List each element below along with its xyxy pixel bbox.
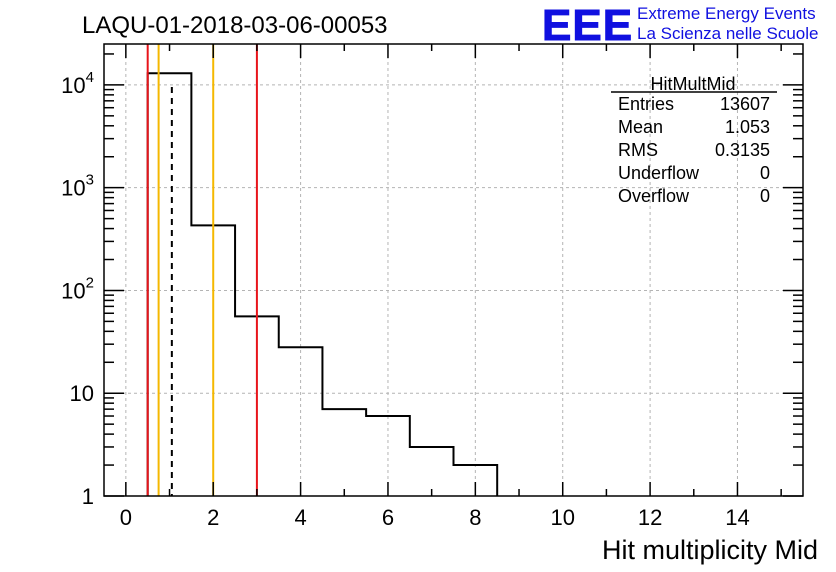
x-tick-label: 2 <box>207 505 219 530</box>
y-tick-label: 104 <box>61 69 94 98</box>
stats-label: Overflow <box>618 186 690 206</box>
grid-lines <box>104 44 803 496</box>
plot-frame <box>103 43 804 497</box>
x-tick-label: 8 <box>469 505 481 530</box>
x-tick-label: 12 <box>638 505 662 530</box>
stats-box: HitMultMid Entries 13607 Mean 1.053 RMS 0.313… <box>611 74 777 206</box>
stats-label: Mean <box>618 117 663 137</box>
stats-label: Underflow <box>618 163 700 183</box>
logo-line-2: La Scienza nelle Scuole <box>637 24 818 43</box>
x-tick-label: 10 <box>550 505 574 530</box>
y-tick-label: 1 <box>82 484 94 509</box>
x-tick-label: 0 <box>120 505 132 530</box>
chart-title: LAQU-01-2018-03-06-00053 <box>82 12 388 39</box>
y-axis: 1 10 102 103 104 <box>61 53 803 509</box>
logo-line-1: Extreme Energy Events <box>637 4 816 23</box>
stats-value: 0 <box>760 186 770 206</box>
stats-value: 1.053 <box>725 117 770 137</box>
y-tick-label: 10 <box>70 381 94 406</box>
stats-rows: Entries 13607 Mean 1.053 RMS 0.3135 Underflow 0… <box>618 94 770 206</box>
stats-box-title: HitMultMid <box>650 74 735 94</box>
stats-label: RMS <box>618 140 658 160</box>
x-tick-label: 14 <box>725 505 749 530</box>
stats-value: 0.3135 <box>715 140 770 160</box>
stats-value: 0 <box>760 163 770 183</box>
x-axis-label: Hit multiplicity Mid <box>602 535 818 565</box>
reference-lines <box>146 44 258 496</box>
stats-label: Entries <box>618 94 674 114</box>
y-tick-label: 102 <box>61 274 94 303</box>
histogram-series <box>146 72 499 496</box>
x-tick-label: 6 <box>382 505 394 530</box>
eee-logo: EEE Extreme Energy Events La Scienza nel… <box>542 1 819 51</box>
eee-logo-mark: EEE <box>542 1 633 50</box>
x-tick-label: 4 <box>294 505 306 530</box>
x-axis: 0 2 4 6 8 10 12 14 <box>120 44 782 530</box>
y-tick-label: 103 <box>61 172 94 201</box>
stats-value: 13607 <box>720 94 770 114</box>
